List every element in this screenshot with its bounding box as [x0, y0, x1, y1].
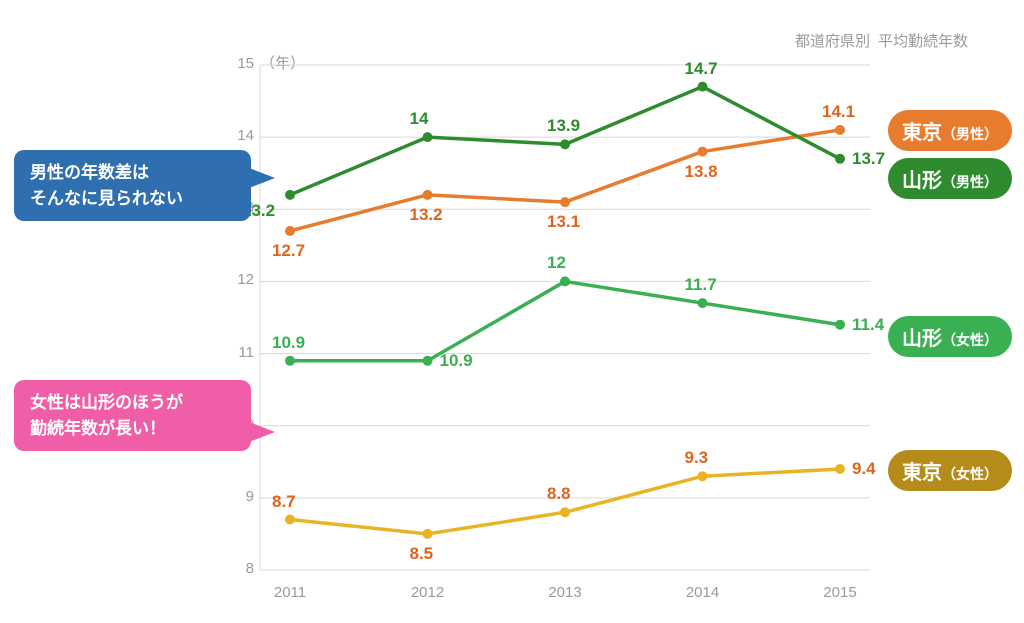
x-tick-label: 2011	[265, 584, 315, 601]
data-point-label: 9.4	[852, 459, 876, 479]
y-tick-label: 11	[226, 344, 254, 361]
callout_male: 男性の年数差はそんなに見られない	[14, 150, 251, 221]
data-point-label: 11.7	[685, 275, 717, 295]
chart-container: 都道府県別 平均勤続年数 （年） 89101112131415201120122…	[0, 0, 1024, 623]
data-point-label: 13.7	[852, 149, 885, 169]
callout-line: 女性は山形のほうが	[30, 390, 235, 416]
callout_male-tail	[249, 168, 275, 188]
data-point-label: 13.9	[547, 116, 580, 136]
data-point-label: 11.4	[852, 315, 884, 335]
legend-gender: （男性）	[942, 174, 998, 190]
x-tick-label: 2013	[540, 584, 590, 601]
legend-pill-yamagata_f: 山形（女性）	[888, 316, 1012, 357]
x-tick-label: 2015	[815, 584, 865, 601]
legend-region: 山形	[902, 170, 942, 192]
data-point-label: 14.1	[822, 102, 855, 122]
callout-line: そんなに見られない	[30, 186, 235, 212]
legend-gender: （女性）	[942, 332, 998, 348]
x-tick-label: 2012	[403, 584, 453, 601]
data-point-label: 8.5	[410, 544, 434, 564]
legend-pill-yamagata_m: 山形（男性）	[888, 158, 1012, 199]
callout_female-tail	[249, 422, 275, 442]
callout-line: 勤続年数が長い！	[30, 416, 235, 442]
callout-line: 男性の年数差は	[30, 160, 235, 186]
y-tick-label: 15	[226, 55, 254, 72]
data-point-label: 13.8	[685, 162, 718, 182]
legend-region: 東京	[902, 462, 942, 484]
legend-gender: （女性）	[942, 466, 998, 482]
data-point-label: 10.9	[440, 351, 473, 371]
data-point-label: 12	[547, 253, 566, 273]
line-chart-svg	[0, 0, 1024, 623]
data-point-label: 14	[410, 109, 429, 129]
callout_female: 女性は山形のほうが勤続年数が長い！	[14, 380, 251, 451]
legend-pill-tokyo_f: 東京（女性）	[888, 450, 1012, 491]
x-tick-label: 2014	[678, 584, 728, 601]
legend-gender: （男性）	[942, 126, 998, 142]
y-tick-label: 14	[226, 127, 254, 144]
data-point-label: 13.2	[410, 205, 443, 225]
data-point-label: 10.9	[272, 333, 305, 353]
y-tick-label: 9	[226, 488, 254, 505]
data-point-label: 9.3	[685, 448, 709, 468]
legend-region: 山形	[902, 328, 942, 350]
y-tick-label: 8	[226, 560, 254, 577]
data-point-label: 14.7	[685, 59, 718, 79]
data-point-label: 8.7	[272, 492, 296, 512]
data-point-label: 12.7	[272, 241, 305, 261]
legend-region: 東京	[902, 122, 942, 144]
data-point-label: 13.1	[547, 212, 580, 232]
data-point-label: 8.8	[547, 484, 571, 504]
y-tick-label: 12	[226, 271, 254, 288]
legend-pill-tokyo_m: 東京（男性）	[888, 110, 1012, 151]
